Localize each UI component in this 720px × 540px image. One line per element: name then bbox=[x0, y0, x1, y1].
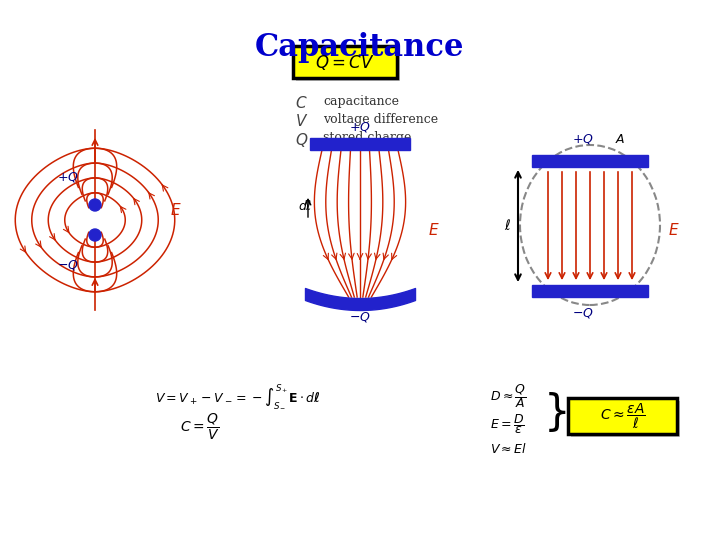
Text: $C$: $C$ bbox=[295, 95, 307, 111]
Text: $\ell$: $\ell$ bbox=[505, 218, 511, 233]
Circle shape bbox=[89, 229, 101, 241]
Text: $D \approx \dfrac{Q}{A}$: $D \approx \dfrac{Q}{A}$ bbox=[490, 382, 527, 410]
Bar bbox=[310, 138, 410, 150]
Text: Capacitance: Capacitance bbox=[256, 32, 464, 63]
Text: $V = V_+ - V_- = -\int_{S_-}^{S_+} \mathbf{E} \cdot d\boldsymbol{\ell}$: $V = V_+ - V_- = -\int_{S_-}^{S_+} \math… bbox=[155, 382, 321, 410]
Text: $\}$: $\}$ bbox=[544, 390, 567, 434]
Text: $Q$: $Q$ bbox=[295, 131, 308, 149]
Text: $+Q$: $+Q$ bbox=[572, 132, 594, 146]
FancyBboxPatch shape bbox=[568, 398, 677, 434]
Bar bbox=[532, 155, 648, 167]
Text: capacitance: capacitance bbox=[323, 95, 399, 108]
FancyBboxPatch shape bbox=[296, 49, 400, 81]
Circle shape bbox=[89, 199, 101, 211]
Text: $E = \dfrac{D}{\varepsilon}$: $E = \dfrac{D}{\varepsilon}$ bbox=[490, 412, 525, 436]
Text: $C = \dfrac{Q}{V}$: $C = \dfrac{Q}{V}$ bbox=[180, 412, 220, 442]
Text: $-Q$: $-Q$ bbox=[572, 307, 594, 321]
Bar bbox=[532, 285, 648, 297]
FancyBboxPatch shape bbox=[293, 46, 397, 78]
Text: $E$: $E$ bbox=[428, 222, 440, 238]
Text: stored charge: stored charge bbox=[323, 131, 411, 144]
Text: $Q = CV$: $Q = CV$ bbox=[315, 52, 374, 71]
Text: $-Q$: $-Q$ bbox=[349, 309, 371, 323]
FancyBboxPatch shape bbox=[571, 401, 680, 437]
Text: $E$: $E$ bbox=[668, 222, 680, 238]
Text: $+Q$: $+Q$ bbox=[349, 119, 371, 133]
Text: $C \approx \dfrac{\varepsilon A}{\ell}$: $C \approx \dfrac{\varepsilon A}{\ell}$ bbox=[600, 401, 645, 431]
Text: $E$: $E$ bbox=[170, 202, 181, 218]
Text: $+Q$: $+Q$ bbox=[57, 170, 78, 184]
Text: $A$: $A$ bbox=[615, 133, 626, 146]
Text: $V$: $V$ bbox=[295, 113, 308, 129]
Text: $-Q$: $-Q$ bbox=[57, 258, 78, 272]
Text: $V \approx El$: $V \approx El$ bbox=[490, 442, 527, 456]
Text: $d\ell$: $d\ell$ bbox=[298, 199, 312, 213]
Text: voltage difference: voltage difference bbox=[323, 113, 438, 126]
